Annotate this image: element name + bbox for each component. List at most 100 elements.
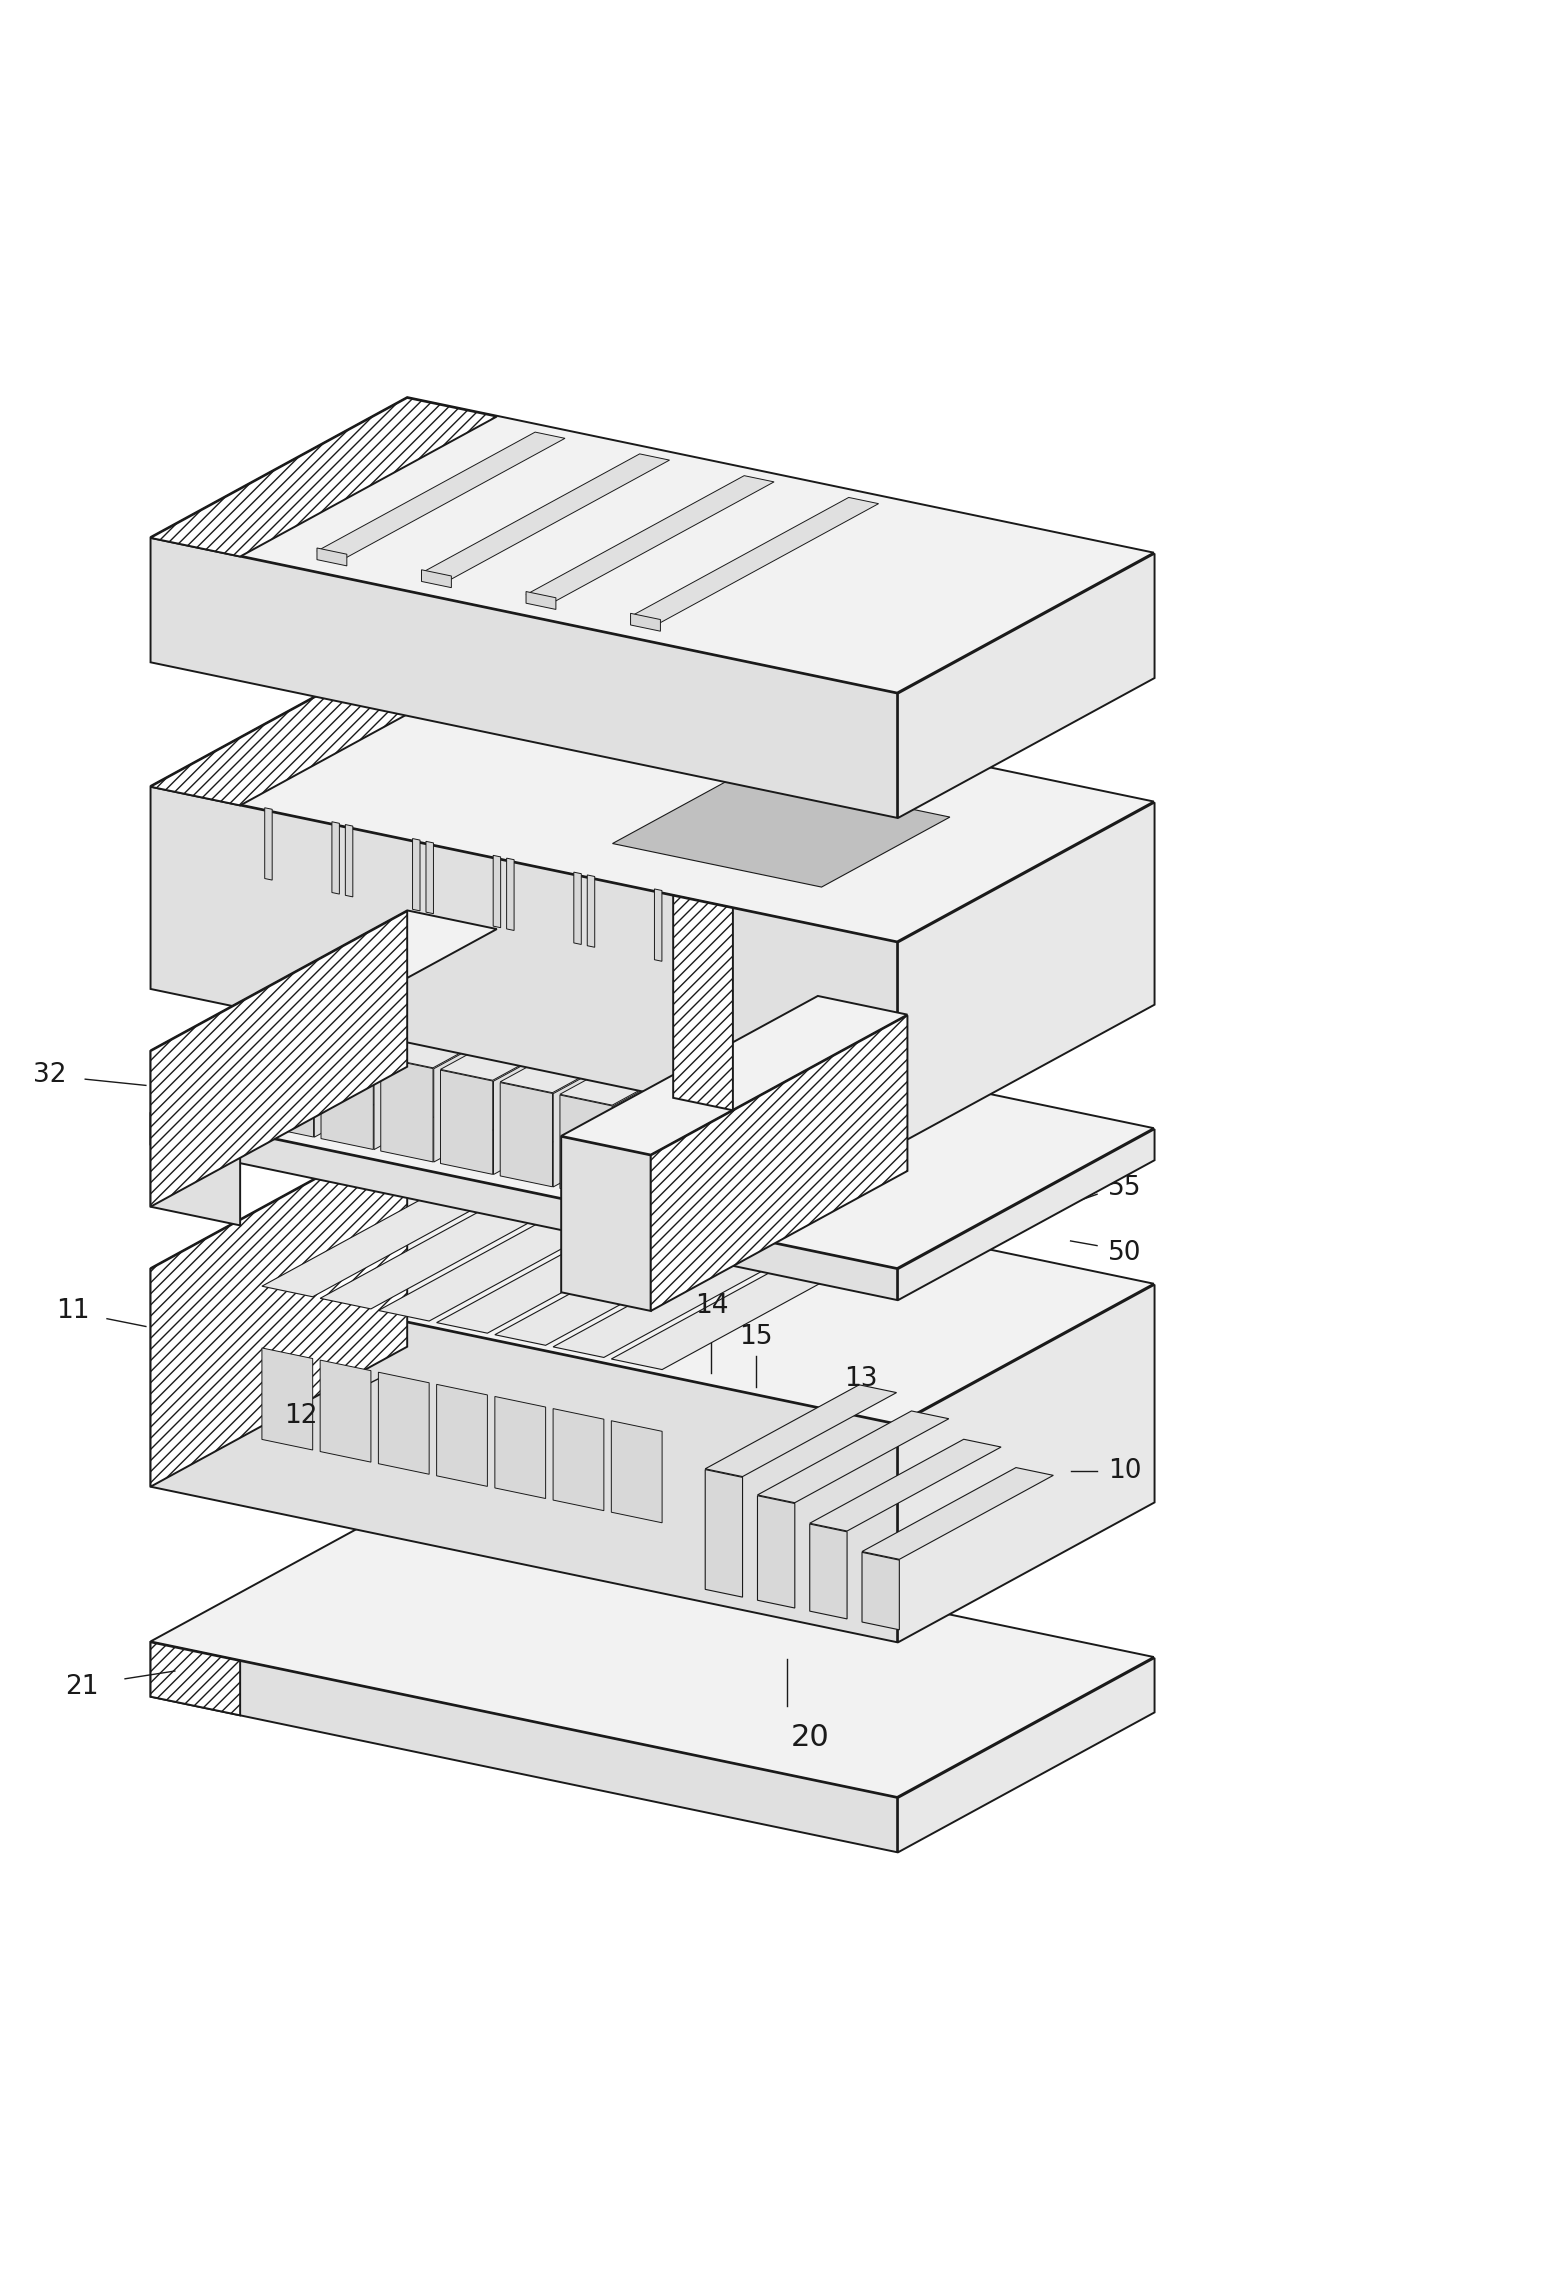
Text: 55: 55 bbox=[1108, 1174, 1141, 1202]
Polygon shape bbox=[317, 433, 565, 556]
Polygon shape bbox=[437, 1385, 487, 1486]
Polygon shape bbox=[322, 943, 559, 1055]
Polygon shape bbox=[150, 1641, 898, 1852]
Polygon shape bbox=[637, 950, 707, 975]
Polygon shape bbox=[518, 927, 587, 950]
Polygon shape bbox=[620, 1005, 857, 1117]
Polygon shape bbox=[150, 1128, 1154, 1424]
Text: 33: 33 bbox=[172, 1083, 204, 1108]
Text: 21: 21 bbox=[64, 1673, 98, 1698]
Polygon shape bbox=[553, 1243, 796, 1357]
Polygon shape bbox=[631, 613, 660, 632]
Polygon shape bbox=[203, 1037, 240, 1053]
Text: 41: 41 bbox=[982, 886, 1015, 911]
Text: 42: 42 bbox=[982, 863, 1015, 890]
Text: 90: 90 bbox=[840, 966, 873, 993]
Polygon shape bbox=[553, 1408, 604, 1511]
Polygon shape bbox=[150, 648, 496, 806]
Polygon shape bbox=[314, 943, 500, 1138]
Polygon shape bbox=[345, 824, 353, 897]
Polygon shape bbox=[248, 1062, 258, 1110]
Polygon shape bbox=[150, 911, 496, 1069]
Text: 11: 11 bbox=[56, 1298, 89, 1323]
Polygon shape bbox=[421, 453, 670, 579]
Polygon shape bbox=[378, 1206, 621, 1321]
Polygon shape bbox=[192, 1035, 228, 1051]
Text: 43: 43 bbox=[752, 797, 785, 824]
Polygon shape bbox=[440, 1071, 493, 1174]
Polygon shape bbox=[150, 396, 1154, 694]
Polygon shape bbox=[261, 1032, 314, 1138]
Polygon shape bbox=[150, 645, 1154, 941]
Polygon shape bbox=[562, 1138, 651, 1312]
Polygon shape bbox=[898, 803, 1155, 1144]
Polygon shape bbox=[150, 1268, 898, 1641]
Polygon shape bbox=[651, 1016, 907, 1312]
Text: 15: 15 bbox=[740, 1325, 773, 1351]
Polygon shape bbox=[560, 1094, 612, 1199]
Polygon shape bbox=[262, 1181, 506, 1298]
Polygon shape bbox=[631, 497, 879, 623]
Text: 60: 60 bbox=[476, 870, 509, 897]
Polygon shape bbox=[226, 1041, 262, 1058]
Polygon shape bbox=[203, 1053, 212, 1101]
Polygon shape bbox=[574, 872, 581, 945]
Text: 32: 32 bbox=[33, 1062, 66, 1087]
Polygon shape bbox=[381, 957, 618, 1067]
Polygon shape bbox=[612, 1421, 662, 1522]
Polygon shape bbox=[317, 547, 347, 565]
Polygon shape bbox=[578, 938, 646, 961]
Polygon shape bbox=[495, 1396, 546, 1499]
Text: 13: 13 bbox=[843, 1367, 877, 1392]
Polygon shape bbox=[732, 1030, 918, 1225]
Polygon shape bbox=[698, 964, 766, 987]
Polygon shape bbox=[437, 1218, 681, 1332]
Polygon shape bbox=[654, 888, 662, 961]
Polygon shape bbox=[214, 1039, 251, 1055]
Polygon shape bbox=[553, 993, 738, 1188]
Polygon shape bbox=[560, 993, 798, 1106]
Polygon shape bbox=[493, 856, 501, 927]
Polygon shape bbox=[332, 822, 339, 895]
Text: 14: 14 bbox=[695, 1293, 727, 1318]
Polygon shape bbox=[562, 996, 907, 1154]
Polygon shape bbox=[226, 1058, 234, 1106]
Text: 40: 40 bbox=[982, 906, 1015, 932]
Polygon shape bbox=[757, 991, 799, 1094]
Polygon shape bbox=[507, 858, 514, 929]
Polygon shape bbox=[440, 968, 677, 1080]
Polygon shape bbox=[421, 570, 451, 588]
Polygon shape bbox=[320, 1193, 564, 1309]
Polygon shape bbox=[679, 1019, 916, 1131]
Text: 31: 31 bbox=[696, 1161, 731, 1186]
Text: 320: 320 bbox=[228, 897, 278, 925]
Polygon shape bbox=[673, 895, 734, 1110]
Polygon shape bbox=[500, 982, 737, 1092]
Text: 50: 50 bbox=[1108, 1241, 1141, 1266]
Polygon shape bbox=[757, 1410, 949, 1502]
Polygon shape bbox=[381, 1058, 432, 1163]
Polygon shape bbox=[526, 591, 556, 609]
Polygon shape bbox=[706, 1470, 743, 1598]
Polygon shape bbox=[757, 975, 826, 1000]
Polygon shape bbox=[150, 787, 898, 1144]
Polygon shape bbox=[150, 1112, 898, 1300]
Polygon shape bbox=[612, 774, 951, 888]
Polygon shape bbox=[214, 1055, 223, 1103]
Polygon shape bbox=[898, 1284, 1155, 1644]
Polygon shape bbox=[150, 973, 1154, 1268]
Polygon shape bbox=[526, 476, 774, 602]
Polygon shape bbox=[587, 874, 595, 948]
Polygon shape bbox=[378, 1371, 429, 1474]
Polygon shape bbox=[613, 1005, 798, 1199]
Polygon shape bbox=[493, 980, 679, 1174]
Polygon shape bbox=[457, 913, 528, 936]
Polygon shape bbox=[862, 1552, 899, 1630]
Polygon shape bbox=[898, 1128, 1155, 1300]
Text: 20: 20 bbox=[791, 1724, 829, 1751]
Polygon shape bbox=[237, 1060, 247, 1108]
Polygon shape bbox=[757, 1495, 795, 1607]
Polygon shape bbox=[261, 932, 498, 1044]
Polygon shape bbox=[322, 1046, 373, 1149]
Polygon shape bbox=[898, 554, 1155, 817]
